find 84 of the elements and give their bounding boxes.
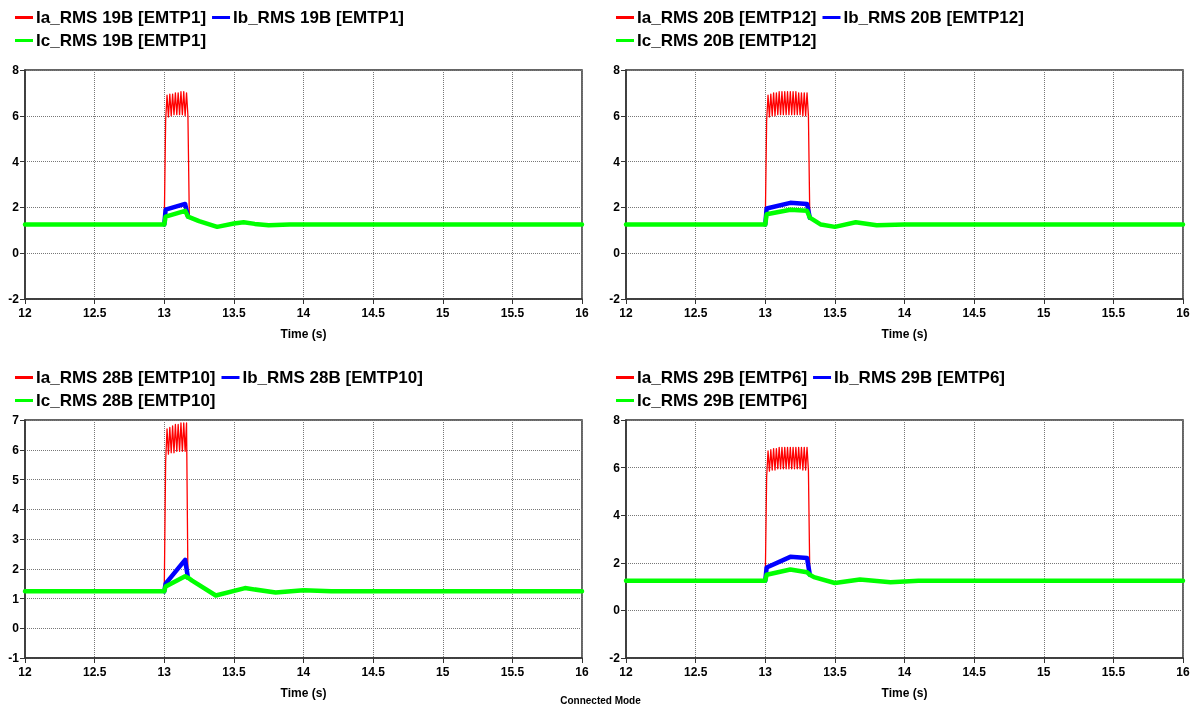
y-tick-label: 8: [12, 63, 20, 77]
x-tick-label: 13.5: [823, 665, 847, 679]
x-tick-label: 13.5: [222, 306, 246, 320]
x-tick-label: 15: [436, 306, 450, 320]
x-tick-label: 12.5: [683, 665, 708, 679]
legend-label: Ib_RMS 29B [EMTP6]: [834, 368, 1006, 387]
line-series: [22, 208, 585, 230]
x-tick-label: 12.5: [82, 665, 107, 679]
x-tick-label: 14.5: [361, 306, 386, 320]
legend-label: Ia_RMS 28B [EMTP10]: [36, 368, 216, 387]
x-tick-label: 15: [1037, 665, 1051, 679]
line-series: [22, 573, 585, 598]
x-tick-label: 14: [296, 306, 311, 320]
x-tick-label: 12: [18, 665, 32, 679]
x-tick-label: 15: [1037, 306, 1051, 320]
legend-label: Ia_RMS 19B [EMTP1]: [36, 8, 207, 27]
x-tick-label: 14.5: [962, 665, 987, 679]
legend-label: Ib_RMS 19B [EMTP1]: [233, 8, 405, 27]
x-axis-title: Time (s): [881, 327, 928, 341]
x-tick-label: 12: [619, 306, 633, 320]
y-tick-label: 0: [12, 621, 20, 636]
y-tick-label: 2: [613, 200, 621, 215]
y-tick-label: 8: [613, 413, 621, 427]
y-tick-label: 7: [12, 413, 20, 427]
x-tick-label: 12: [18, 306, 32, 320]
x-tick-label: 13: [157, 306, 172, 320]
x-axis-title: Time (s): [280, 327, 327, 341]
legend-label: Ic_RMS 28B [EMTP10]: [36, 391, 216, 410]
y-tick-label: 8: [613, 63, 621, 77]
x-tick-label: 15.5: [1101, 665, 1126, 679]
x-tick-label: 13: [758, 665, 773, 679]
y-tick-label: 0: [613, 246, 621, 261]
y-tick-label: 4: [613, 508, 621, 523]
y-tick-label: -2: [8, 292, 20, 306]
x-tick-label: 16: [575, 665, 589, 679]
y-tick-label: 2: [12, 200, 20, 215]
y-tick-label: 0: [12, 246, 20, 261]
x-tick-label: 14.5: [361, 665, 386, 679]
line-series: [623, 207, 1186, 230]
y-tick-label: 6: [613, 460, 621, 475]
legend-label: Ib_RMS 20B [EMTP12]: [843, 8, 1024, 27]
x-tick-label: 15.5: [1101, 306, 1126, 320]
x-tick-label: 13.5: [823, 306, 847, 320]
x-tick-label: 14: [296, 665, 311, 679]
y-tick-label: 2: [12, 561, 20, 576]
x-tick-label: 12.5: [683, 306, 708, 320]
x-tick-label: 14.5: [962, 306, 987, 320]
y-tick-label: 2: [613, 555, 621, 570]
legend-label: Ic_RMS 20B [EMTP12]: [637, 31, 817, 50]
y-tick-label: 4: [12, 502, 20, 517]
x-tick-label: 15.5: [500, 306, 525, 320]
x-tick-label: 15.5: [500, 665, 525, 679]
x-tick-label: 12: [619, 665, 633, 679]
y-tick-label: 1: [12, 591, 20, 606]
x-tick-label: 14: [897, 665, 912, 679]
x-tick-label: 15: [436, 665, 450, 679]
x-tick-label: 16: [575, 306, 589, 320]
y-tick-label: -2: [609, 292, 621, 306]
x-tick-label: 13.5: [222, 665, 246, 679]
y-tick-label: 3: [12, 532, 20, 546]
legend-label: Ia_RMS 20B [EMTP12]: [637, 8, 817, 27]
y-tick-label: 6: [613, 108, 621, 123]
y-tick-label: 0: [613, 603, 621, 618]
x-tick-label: 16: [1176, 665, 1190, 679]
legend-label: Ic_RMS 29B [EMTP6]: [637, 391, 808, 410]
x-tick-label: 13: [758, 306, 773, 320]
y-tick-label: -1: [8, 651, 20, 665]
x-tick-label: 13: [157, 665, 172, 679]
legend-label: Ia_RMS 29B [EMTP6]: [637, 368, 808, 387]
y-tick-label: -2: [609, 651, 621, 665]
line-series: [623, 567, 1186, 586]
legend-label: Ic_RMS 19B [EMTP1]: [36, 31, 207, 50]
y-tick-label: 6: [12, 108, 20, 123]
x-axis-title: Time (s): [881, 686, 928, 700]
x-tick-label: 12.5: [82, 306, 107, 320]
x-tick-label: 14: [897, 306, 912, 320]
y-tick-label: 4: [12, 154, 20, 169]
y-tick-label: 5: [12, 472, 20, 487]
y-tick-label: 6: [12, 442, 20, 457]
text: Connected Mode: [560, 695, 641, 706]
x-axis-title: Time (s): [280, 686, 327, 700]
y-tick-label: 4: [613, 154, 621, 169]
x-tick-label: 16: [1176, 306, 1190, 320]
legend-label: Ib_RMS 28B [EMTP10]: [242, 368, 423, 387]
